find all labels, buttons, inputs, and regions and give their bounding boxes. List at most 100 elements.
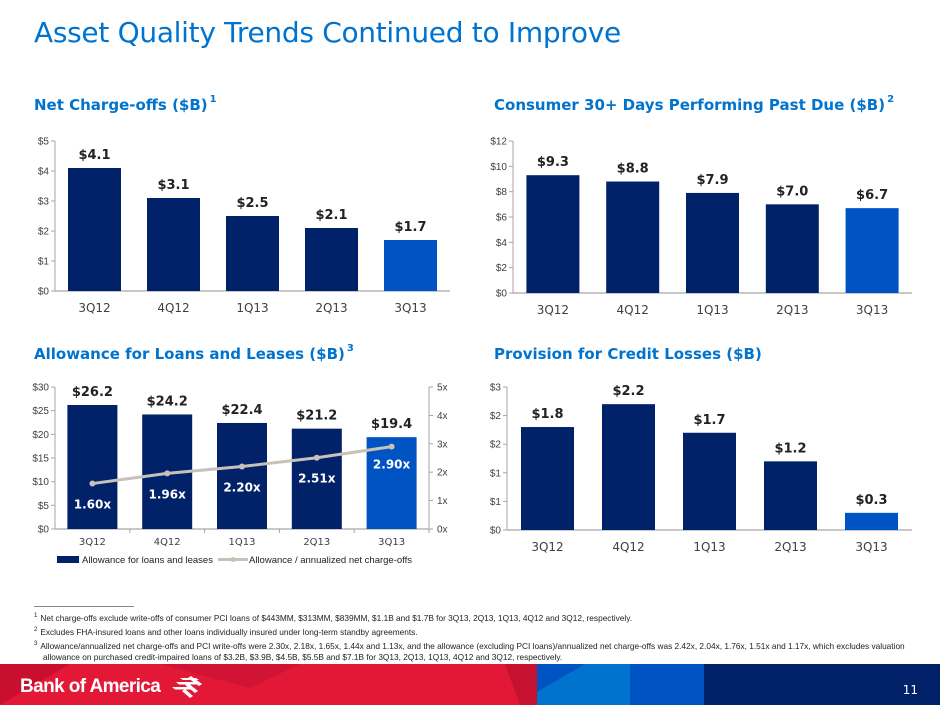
y-tick-label: $4	[496, 238, 508, 249]
data-label: $8.8	[617, 162, 649, 177]
data-label: $1.7	[693, 413, 725, 428]
x-tick-label: 4Q12	[157, 301, 189, 315]
chart-title-allowance: Allowance for Loans and Leases ($B) 3	[34, 343, 354, 363]
y-tick-label: $25	[32, 406, 49, 417]
footer-bands	[0, 664, 940, 705]
y-tick-label: $1	[490, 497, 502, 508]
data-label: $9.3	[537, 155, 569, 170]
charts-canvas: $0 $1 $2 $3 $4 $5 $4.1 3Q12 $3.1 4Q12 $2.5 1Q13 $2.1…	[32, 137, 912, 566]
line-point	[164, 470, 171, 477]
legend-label-line: Allowance / annualized net charge-offs	[249, 555, 412, 566]
bar-1q13	[686, 192, 739, 293]
chart-title-net-charge-offs: Net Charge-offs ($B) 1	[34, 94, 217, 114]
bar-3q12	[521, 427, 574, 530]
x-tick-label: 1Q13	[236, 301, 268, 315]
footnote-2: 2 Excludes FHA-insured loans and other lo…	[34, 624, 914, 638]
page-title: Asset Quality Trends Continued to Improv…	[34, 16, 621, 49]
x-tick-label: 2Q13	[315, 301, 347, 315]
footnote-3: 3 Allowance/annualized net charge-offs an…	[34, 638, 914, 664]
data-label: $21.2	[296, 409, 337, 424]
x-tick-label: 3Q12	[79, 537, 106, 548]
chart-title-text: Provision for Credit Losses ($B)	[494, 345, 762, 363]
x-tick-label: 3Q13	[856, 303, 888, 317]
y-tick-label: $0	[496, 289, 508, 300]
line-data-label: 2.51x	[298, 472, 336, 486]
y2-tick-label: 4x	[437, 411, 448, 422]
footnote-ref: 1	[209, 94, 217, 105]
bar-2q13	[765, 204, 819, 293]
bar-2q13	[764, 461, 817, 530]
bar-3q13	[384, 240, 437, 291]
legend-label-bar: Allowance for loans and leases	[82, 555, 213, 566]
page-number: 11	[902, 683, 918, 697]
y2-tick-label: 5x	[437, 383, 448, 394]
y-tick-label: $10	[32, 477, 49, 488]
data-label: $2.5	[236, 196, 268, 211]
x-tick-label: 3Q12	[537, 303, 569, 317]
data-label: $24.2	[147, 394, 188, 409]
bank-of-america-logo[interactable]: Bank of America	[20, 676, 203, 698]
footnote-ref: 2	[887, 94, 895, 105]
y-tick-label: $15	[32, 454, 49, 465]
bar-1q13	[683, 432, 736, 530]
bar-3q12	[68, 168, 121, 291]
x-tick-label: 3Q13	[855, 540, 887, 554]
footer-band-accent	[160, 664, 300, 688]
x-tick-label: 2Q13	[303, 537, 330, 548]
data-label: $26.2	[72, 385, 113, 400]
chart-title-text: Allowance for Loans and Leases ($B)	[34, 345, 345, 363]
y2-tick-label: 1x	[437, 496, 448, 507]
legend-swatch-bar	[57, 556, 79, 563]
chart-title-text: Consumer 30+ Days Performing Past Due ($…	[494, 96, 886, 114]
y2-tick-label: 0x	[437, 525, 448, 536]
bar-3q12	[67, 404, 118, 529]
line-data-label: 2.20x	[223, 481, 261, 495]
line-point	[239, 463, 245, 470]
data-label: $2.2	[612, 384, 644, 399]
footnote-divider	[34, 606, 134, 607]
footnote-1: 1 Net charge-offs exclude write-offs of c…	[34, 610, 914, 624]
y-tick-label: $3	[38, 197, 50, 208]
chart-title-provision: Provision for Credit Losses ($B)	[494, 345, 762, 363]
data-label: $22.4	[221, 403, 262, 418]
bar-4q12	[147, 198, 200, 291]
x-tick-label: 3Q13	[394, 301, 426, 315]
y-tick-label: $2	[490, 411, 502, 422]
legend-swatch-marker	[230, 557, 236, 562]
x-tick-label: 2Q13	[776, 303, 808, 317]
y-tick-label: $30	[32, 383, 49, 394]
bar-2q13	[305, 228, 358, 291]
data-label: $19.4	[371, 417, 412, 432]
footnote-mark: 3	[34, 640, 38, 647]
y-tick-label: $20	[32, 430, 49, 441]
y-tick-label: $0	[38, 525, 50, 536]
bar-1q13	[226, 216, 279, 291]
y-tick-label: $2	[490, 440, 502, 451]
footer-band-accent	[0, 664, 70, 705]
bar-3q13	[366, 437, 417, 529]
footer-band-navy	[704, 664, 940, 705]
chart-title-consumer-30-plus: Consumer 30+ Days Performing Past Due ($…	[494, 94, 895, 114]
y-tick-label: $2	[496, 263, 508, 274]
data-label: $0.3	[855, 493, 887, 508]
line-data-label: 1.60x	[74, 498, 112, 512]
data-label: $1.8	[531, 407, 563, 422]
line-point	[89, 480, 96, 487]
data-label: $4.1	[78, 148, 110, 163]
flag-icon	[172, 676, 203, 698]
x-tick-label: 3Q12	[531, 540, 563, 554]
x-tick-label: 4Q12	[617, 303, 649, 317]
footer-band-accent	[537, 664, 585, 692]
footer-band-accent	[505, 664, 540, 705]
logo-wordmark: Bank of America	[20, 676, 161, 697]
footer-bar	[0, 664, 940, 705]
y-tick-label: $5	[38, 137, 50, 148]
bar-4q12	[602, 404, 655, 530]
data-label: $7.9	[696, 173, 728, 188]
y-tick-label: $1	[38, 257, 50, 268]
line-point	[388, 443, 395, 450]
y-tick-label: $0	[38, 287, 50, 298]
y2-tick-label: 3x	[437, 439, 448, 450]
x-tick-label: 1Q13	[229, 537, 256, 548]
chart-title-text: Net Charge-offs ($B)	[34, 96, 208, 114]
